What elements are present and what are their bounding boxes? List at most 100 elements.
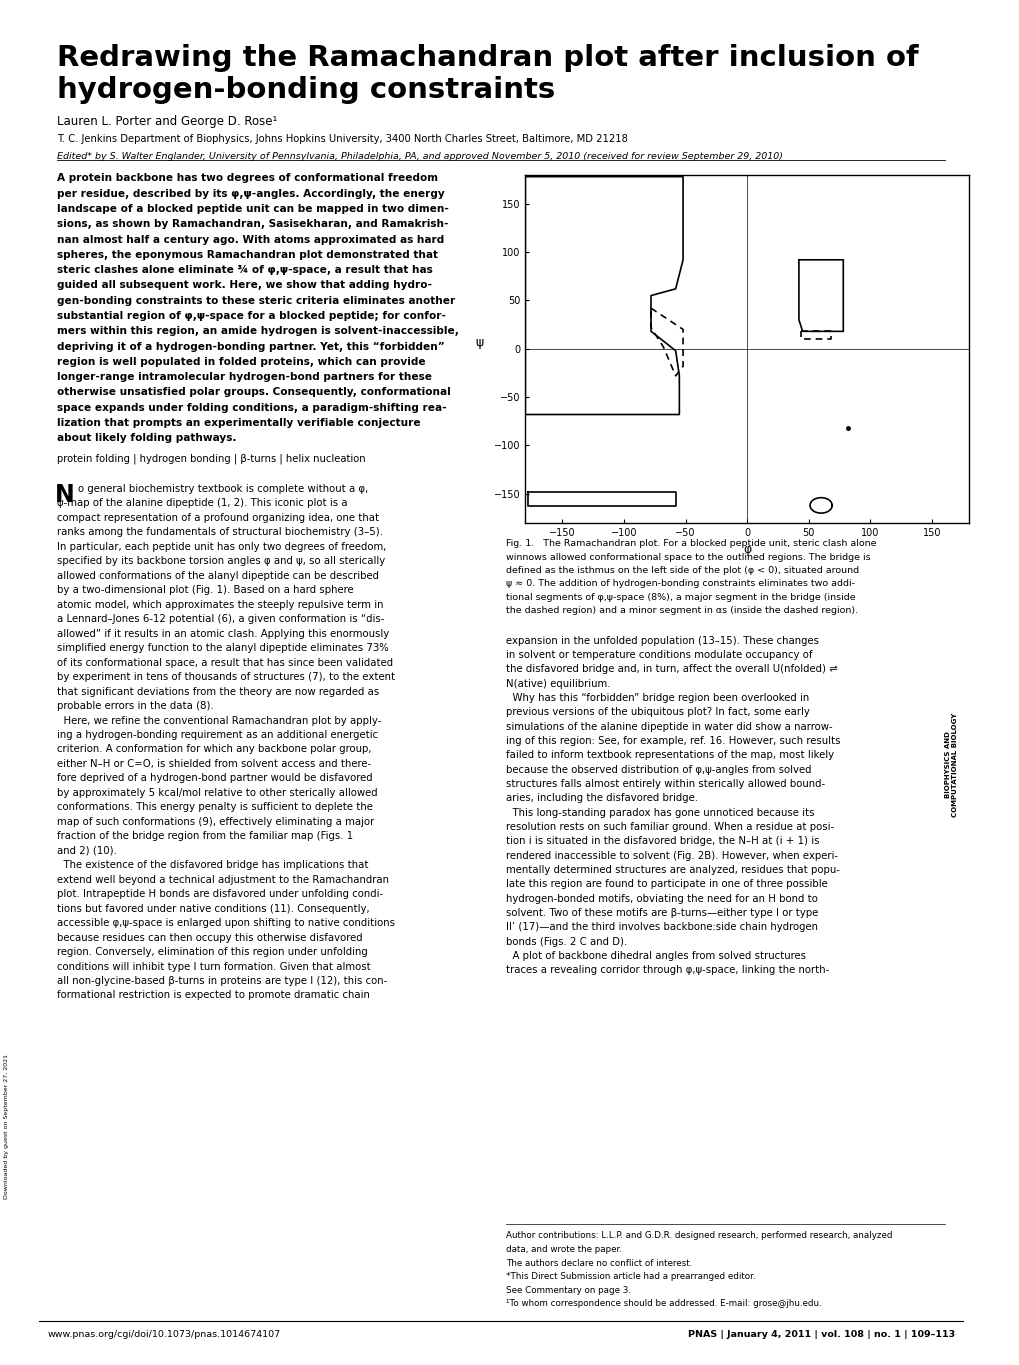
Text: PNAS: PNAS xyxy=(12,659,26,706)
Text: hydrogen-bonding constraints: hydrogen-bonding constraints xyxy=(57,76,555,105)
Text: Fig. 1.   The Ramachandran plot. For a blocked peptide unit, steric clash alone: Fig. 1. The Ramachandran plot. For a blo… xyxy=(505,539,875,549)
Text: resolution rests on such familiar ground. When a residue at posi-: resolution rests on such familiar ground… xyxy=(505,822,834,833)
X-axis label: φ: φ xyxy=(742,543,751,556)
Text: defined as the isthmus on the left side of the plot (φ < 0), situated around: defined as the isthmus on the left side … xyxy=(505,566,858,575)
Text: SEE COMMENTARY: SEE COMMENTARY xyxy=(986,89,996,182)
Text: Redrawing the Ramachandran plot after inclusion of: Redrawing the Ramachandran plot after in… xyxy=(57,44,918,72)
Text: Lauren L. Porter and George D. Rose¹: Lauren L. Porter and George D. Rose¹ xyxy=(57,115,277,128)
Text: lization that prompts an experimentally verifiable conjecture: lization that prompts an experimentally … xyxy=(57,418,421,429)
Text: because the observed distribution of φ,ψ-angles from solved: because the observed distribution of φ,ψ… xyxy=(505,764,811,775)
Text: data, and wrote the paper.: data, and wrote the paper. xyxy=(505,1245,622,1254)
Text: aries, including the disfavored bridge.: aries, including the disfavored bridge. xyxy=(505,793,697,804)
Text: by a two-dimensional plot (Fig. 1). Based on a hard sphere: by a two-dimensional plot (Fig. 1). Base… xyxy=(57,586,354,595)
Text: landscape of a blocked peptide unit can be mapped in two dimen-: landscape of a blocked peptide unit can … xyxy=(57,203,448,214)
Text: gen-bonding constraints to these steric criteria eliminates another: gen-bonding constraints to these steric … xyxy=(57,296,455,306)
Text: A protein backbone has two degrees of conformational freedom: A protein backbone has two degrees of co… xyxy=(57,173,438,183)
Text: conditions will inhibit type I turn formation. Given that almost: conditions will inhibit type I turn form… xyxy=(57,961,371,972)
Text: ing of this region: See, for example, ref. 16. However, such results: ing of this region: See, for example, re… xyxy=(505,736,840,747)
Text: map of such conformations (9), effectively eliminating a major: map of such conformations (9), effective… xyxy=(57,816,374,827)
Text: ing a hydrogen-bonding requirement as an additional energetic: ing a hydrogen-bonding requirement as an… xyxy=(57,730,378,740)
Text: conformations. This energy penalty is sufficient to deplete the: conformations. This energy penalty is su… xyxy=(57,803,373,812)
Text: fore deprived of a hydrogen-bond partner would be disfavored: fore deprived of a hydrogen-bond partner… xyxy=(57,774,373,784)
Text: formational restriction is expected to promote dramatic chain: formational restriction is expected to p… xyxy=(57,991,370,1001)
Text: protein folding | hydrogen bonding | β-turns | helix nucleation: protein folding | hydrogen bonding | β-t… xyxy=(57,455,366,464)
Text: in solvent or temperature conditions modulate occupancy of: in solvent or temperature conditions mod… xyxy=(505,650,812,661)
Text: by experiment in tens of thousands of structures (7), to the extent: by experiment in tens of thousands of st… xyxy=(57,672,395,682)
Text: The existence of the disfavored bridge has implications that: The existence of the disfavored bridge h… xyxy=(57,860,369,871)
Text: ψ ≈ 0. The addition of hydrogen-bonding constraints eliminates two addi-: ψ ≈ 0. The addition of hydrogen-bonding … xyxy=(505,579,854,588)
Text: PNAS | January 4, 2011 | vol. 108 | no. 1 | 109–113: PNAS | January 4, 2011 | vol. 108 | no. … xyxy=(687,1330,954,1339)
Text: mers within this region, an amide hydrogen is solvent-inaccessible,: mers within this region, an amide hydrog… xyxy=(57,326,459,336)
Text: steric clashes alone eliminate ¾ of φ,ψ-space, a result that has: steric clashes alone eliminate ¾ of φ,ψ-… xyxy=(57,265,433,276)
Text: otherwise unsatisfied polar groups. Consequently, conformational: otherwise unsatisfied polar groups. Cons… xyxy=(57,388,450,397)
Text: plot. Intrapeptide H bonds are disfavored under unfolding condi-: plot. Intrapeptide H bonds are disfavore… xyxy=(57,889,383,900)
Text: per residue, described by its φ,ψ-angles. Accordingly, the energy: per residue, described by its φ,ψ-angles… xyxy=(57,188,444,199)
Text: accessible φ,ψ-space is enlarged upon shifting to native conditions: accessible φ,ψ-space is enlarged upon sh… xyxy=(57,919,395,928)
Text: all non-glycine-based β-turns in proteins are type I (12), this con-: all non-glycine-based β-turns in protein… xyxy=(57,976,387,986)
Text: either N–H or C=O, is shielded from solvent access and there-: either N–H or C=O, is shielded from solv… xyxy=(57,759,371,768)
Text: A plot of backbone dihedral angles from solved structures: A plot of backbone dihedral angles from … xyxy=(505,951,805,961)
Y-axis label: ψ: ψ xyxy=(475,336,484,348)
Text: allowed conformations of the alanyl dipeptide can be described: allowed conformations of the alanyl dipe… xyxy=(57,571,379,581)
Text: structures falls almost entirely within sterically allowed bound-: structures falls almost entirely within … xyxy=(505,779,824,789)
Text: a Lennard–Jones 6-12 potential (6), a given conformation is “dis-: a Lennard–Jones 6-12 potential (6), a gi… xyxy=(57,614,384,624)
Text: tions but favored under native conditions (11). Consequently,: tions but favored under native condition… xyxy=(57,904,370,913)
Text: criterion. A conformation for which any backbone polar group,: criterion. A conformation for which any … xyxy=(57,744,371,755)
Text: rendered inaccessible to solvent (Fig. 2B). However, when experi-: rendered inaccessible to solvent (Fig. 2… xyxy=(505,850,838,861)
Text: longer-range intramolecular hydrogen-bond partners for these: longer-range intramolecular hydrogen-bon… xyxy=(57,373,432,382)
Text: tional segments of φ,ψ-space (8%), a major segment in the bridge (inside: tional segments of φ,ψ-space (8%), a maj… xyxy=(505,592,855,602)
Text: region is well populated in folded proteins, which can provide: region is well populated in folded prote… xyxy=(57,356,426,367)
Text: guided all subsequent work. Here, we show that adding hydro-: guided all subsequent work. Here, we sho… xyxy=(57,280,432,291)
Text: spheres, the eponymous Ramachandran plot demonstrated that: spheres, the eponymous Ramachandran plot… xyxy=(57,250,438,259)
Text: *This Direct Submission article had a prearranged editor.: *This Direct Submission article had a pr… xyxy=(505,1272,755,1282)
Text: See Commentary on page 3.: See Commentary on page 3. xyxy=(505,1286,631,1295)
Text: simplified energy function to the alanyl dipeptide eliminates 73%: simplified energy function to the alanyl… xyxy=(57,643,388,654)
Text: o general biochemistry textbook is complete without a φ,: o general biochemistry textbook is compl… xyxy=(77,485,368,494)
Text: about likely folding pathways.: about likely folding pathways. xyxy=(57,433,236,444)
Text: the dashed region) and a minor segment in αs (inside the dashed region).: the dashed region) and a minor segment i… xyxy=(505,606,857,616)
Text: by approximately 5 kcal/mol relative to other sterically allowed: by approximately 5 kcal/mol relative to … xyxy=(57,788,377,799)
Text: In particular, each peptide unit has only two degrees of freedom,: In particular, each peptide unit has onl… xyxy=(57,542,386,551)
Text: fraction of the bridge region from the familiar map (Figs. 1: fraction of the bridge region from the f… xyxy=(57,831,353,841)
Text: N: N xyxy=(54,483,74,506)
Text: BIOPHYSICS AND
COMPUTATIONAL BIOLOGY: BIOPHYSICS AND COMPUTATIONAL BIOLOGY xyxy=(944,713,957,816)
Text: late this region are found to participate in one of three possible: late this region are found to participat… xyxy=(505,879,826,890)
Text: extend well beyond a technical adjustment to the Ramachandran: extend well beyond a technical adjustmen… xyxy=(57,875,389,885)
Text: and 2) (10).: and 2) (10). xyxy=(57,846,117,856)
Text: specified by its backbone torsion angles φ and ψ, so all sterically: specified by its backbone torsion angles… xyxy=(57,557,385,566)
Text: II’ (17)—and the third involves backbone:side chain hydrogen: II’ (17)—and the third involves backbone… xyxy=(505,923,817,932)
Text: simulations of the alanine dipeptide in water did show a narrow-: simulations of the alanine dipeptide in … xyxy=(505,722,832,732)
Text: allowed” if it results in an atomic clash. Applying this enormously: allowed” if it results in an atomic clas… xyxy=(57,629,389,639)
Text: mentally determined structures are analyzed, residues that popu-: mentally determined structures are analy… xyxy=(505,865,839,875)
Text: atomic model, which approximates the steeply repulsive term in: atomic model, which approximates the ste… xyxy=(57,599,383,610)
Text: winnows allowed conformational space to the outlined regions. The bridge is: winnows allowed conformational space to … xyxy=(505,553,870,561)
Text: Author contributions: L.L.P. and G.D.R. designed research, performed research, a: Author contributions: L.L.P. and G.D.R. … xyxy=(505,1231,892,1241)
Text: hydrogen-bonded motifs, obviating the need for an H bond to: hydrogen-bonded motifs, obviating the ne… xyxy=(505,894,817,904)
Text: Why has this “forbidden” bridge region been overlooked in: Why has this “forbidden” bridge region b… xyxy=(505,693,808,703)
Text: previous versions of the ubiquitous plot? In fact, some early: previous versions of the ubiquitous plot… xyxy=(505,707,809,718)
Text: bonds (Figs. 2 C and D).: bonds (Figs. 2 C and D). xyxy=(505,936,627,947)
Text: Edited* by S. Walter Englander, University of Pennsylvania, Philadelphia, PA, an: Edited* by S. Walter Englander, Universi… xyxy=(57,152,783,161)
Text: failed to inform textbook representations of the map, most likely: failed to inform textbook representation… xyxy=(505,751,834,760)
Text: T. C. Jenkins Department of Biophysics, Johns Hopkins University, 3400 North Cha: T. C. Jenkins Department of Biophysics, … xyxy=(57,134,628,143)
Text: expansion in the unfolded population (13–15). These changes: expansion in the unfolded population (13… xyxy=(505,636,818,646)
Text: sions, as shown by Ramachandran, Sasisekharan, and Ramakrish-: sions, as shown by Ramachandran, Sasisek… xyxy=(57,220,448,229)
Text: region. Conversely, elimination of this region under unfolding: region. Conversely, elimination of this … xyxy=(57,947,368,957)
Text: traces a revealing corridor through φ,ψ-space, linking the north-: traces a revealing corridor through φ,ψ-… xyxy=(505,965,828,976)
Text: ¹To whom correspondence should be addressed. E-mail: grose@jhu.edu.: ¹To whom correspondence should be addres… xyxy=(505,1299,820,1309)
Text: space expands under folding conditions, a paradigm-shifting rea-: space expands under folding conditions, … xyxy=(57,403,446,412)
Text: Here, we refine the conventional Ramachandran plot by apply-: Here, we refine the conventional Ramacha… xyxy=(57,715,381,726)
Text: solvent. Two of these motifs are β-turns—either type I or type: solvent. Two of these motifs are β-turns… xyxy=(505,908,817,919)
Text: depriving it of a hydrogen-bonding partner. Yet, this “forbidden”: depriving it of a hydrogen-bonding partn… xyxy=(57,341,444,352)
Text: ψ-map of the alanine dipeptide (1, 2). This iconic plot is a: ψ-map of the alanine dipeptide (1, 2). T… xyxy=(57,498,347,509)
Text: of its conformational space, a result that has since been validated: of its conformational space, a result th… xyxy=(57,658,393,667)
Text: compact representation of a profound organizing idea, one that: compact representation of a profound org… xyxy=(57,513,379,523)
Text: probable errors in the data (8).: probable errors in the data (8). xyxy=(57,702,214,711)
Text: substantial region of φ,ψ-space for a blocked peptide; for confor-: substantial region of φ,ψ-space for a bl… xyxy=(57,311,446,321)
Text: Downloaded by guest on September 27, 2021: Downloaded by guest on September 27, 202… xyxy=(4,1054,8,1198)
Text: www.pnas.org/cgi/doi/10.1073/pnas.1014674107: www.pnas.org/cgi/doi/10.1073/pnas.101467… xyxy=(48,1330,281,1339)
Text: ranks among the fundamentals of structural biochemistry (3–5).: ranks among the fundamentals of structur… xyxy=(57,527,383,538)
Text: The authors declare no conflict of interest.: The authors declare no conflict of inter… xyxy=(505,1259,692,1268)
Text: that significant deviations from the theory are now regarded as: that significant deviations from the the… xyxy=(57,687,379,696)
Text: nan almost half a century ago. With atoms approximated as hard: nan almost half a century ago. With atom… xyxy=(57,235,444,244)
